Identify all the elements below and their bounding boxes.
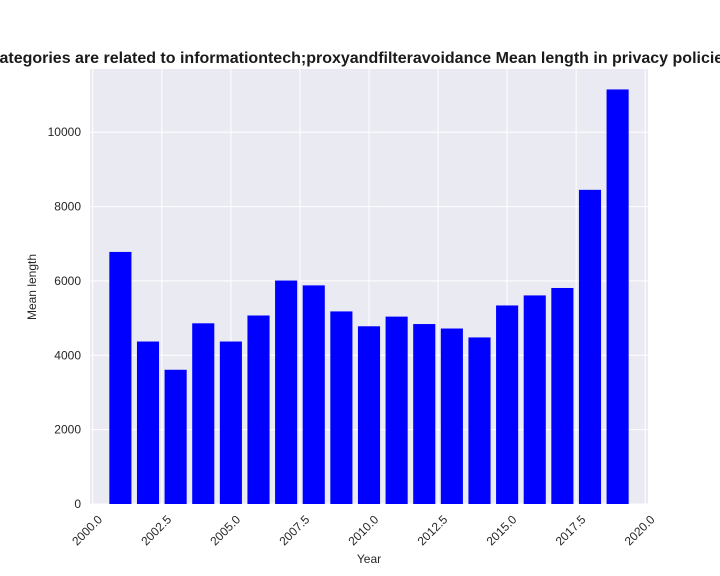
bar-2011	[385, 316, 408, 504]
bar-2012	[413, 324, 436, 504]
y-tick-labels: 0 2000 4000 6000 8000 10000	[48, 125, 82, 511]
bar-2018	[578, 189, 602, 505]
bar-2001	[109, 251, 132, 504]
chart-title: Categories are related to informationtec…	[0, 50, 720, 67]
bars	[109, 89, 629, 505]
bar-2017	[551, 287, 574, 504]
y-tick-label: 4000	[54, 348, 81, 362]
bar-2007	[275, 280, 298, 504]
x-tick-label: 2000.0	[69, 512, 105, 548]
y-tick-label: 8000	[54, 200, 81, 214]
x-tick-label: 2010.0	[345, 512, 381, 548]
bar-2019	[606, 89, 629, 504]
x-tick-label: 2007.5	[276, 512, 312, 548]
y-tick-label: 6000	[54, 274, 81, 288]
x-tick-label: 2005.0	[207, 512, 243, 548]
bar-2016	[523, 295, 546, 504]
x-tick-label: 2012.5	[415, 512, 451, 548]
y-tick-label: 10000	[48, 125, 82, 139]
x-axis-label: Year	[357, 552, 381, 566]
bar-2013	[440, 328, 463, 504]
bar-2010	[357, 326, 381, 504]
y-tick-label: 2000	[54, 423, 81, 437]
bar-2003	[164, 369, 187, 504]
bar-2009	[330, 311, 353, 504]
x-tick-label: 2017.5	[553, 512, 589, 548]
bar-2014	[468, 337, 491, 504]
bar-2008	[302, 285, 325, 504]
y-axis-label: Mean length	[25, 254, 39, 320]
x-tick-labels: 2000.0 2002.5 2005.0 2007.5 2010.0 2012.5 2015…	[69, 512, 658, 548]
x-tick-label: 2002.5	[138, 512, 174, 548]
bar-2004	[192, 323, 215, 504]
bar-2005	[219, 341, 242, 504]
x-tick-label: 2020.0	[622, 512, 658, 548]
bar-2015	[496, 305, 519, 504]
x-tick-label: 2015.0	[484, 512, 520, 548]
bar-2006	[247, 315, 270, 504]
bar-2002	[136, 341, 160, 504]
y-tick-label: 0	[74, 497, 81, 511]
